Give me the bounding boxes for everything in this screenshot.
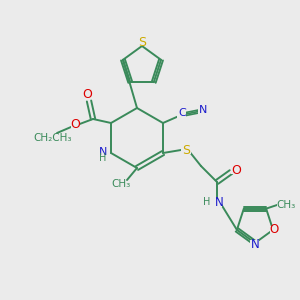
Bar xyxy=(96,149,110,157)
Bar xyxy=(214,199,222,207)
Text: N: N xyxy=(214,196,224,208)
Bar xyxy=(70,121,80,129)
Text: CH₃: CH₃ xyxy=(111,179,130,189)
Bar xyxy=(277,201,295,208)
Text: N: N xyxy=(99,147,107,157)
Text: O: O xyxy=(231,164,241,176)
Bar xyxy=(205,200,213,206)
Bar xyxy=(250,240,260,248)
Text: H: H xyxy=(99,153,107,163)
Text: S: S xyxy=(182,143,190,157)
Text: C: C xyxy=(178,108,186,118)
Text: N: N xyxy=(250,238,260,250)
Bar xyxy=(82,91,91,99)
Bar xyxy=(178,110,187,118)
Text: CH₃: CH₃ xyxy=(277,200,296,210)
Text: H: H xyxy=(203,197,211,207)
Bar xyxy=(181,146,191,154)
Bar xyxy=(39,134,67,142)
Text: O: O xyxy=(269,224,279,236)
Text: N: N xyxy=(199,105,207,115)
Text: O: O xyxy=(70,118,80,131)
Bar xyxy=(232,166,241,174)
Bar xyxy=(199,106,208,114)
Text: O: O xyxy=(82,88,92,101)
Bar xyxy=(137,38,147,46)
Bar xyxy=(114,181,128,188)
Text: S: S xyxy=(138,35,146,49)
Text: CH₂CH₃: CH₂CH₃ xyxy=(34,133,72,143)
Bar xyxy=(270,226,279,234)
